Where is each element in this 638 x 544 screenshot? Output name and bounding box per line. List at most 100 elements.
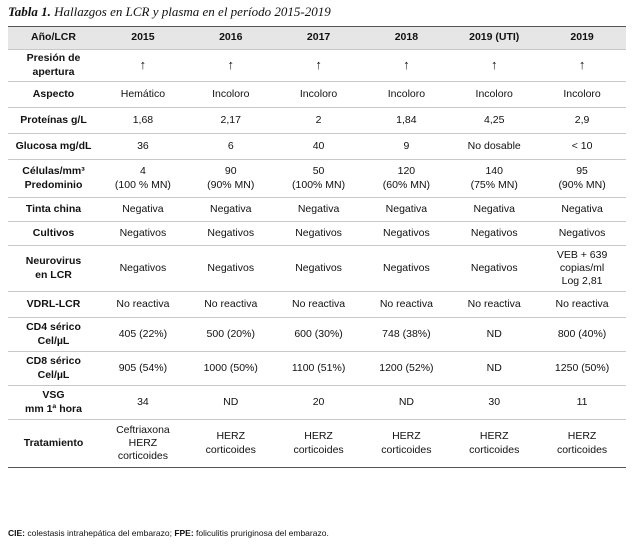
table-cell: 600 (30%) (275, 318, 363, 352)
table-row: Neurovirus en LCR Negativos Negativos Negati… (8, 245, 626, 292)
cell-line: 34 (137, 395, 149, 408)
cell-line: 1200 (52%) (379, 361, 434, 374)
table-cell: 800 (40%) (538, 318, 626, 352)
cell-line: HERZ (128, 436, 158, 449)
cell-line: 11 (576, 395, 588, 408)
cell-line: 2,17 (220, 113, 241, 126)
row-label-line: CD4 sérico (26, 321, 81, 334)
table-cell: Negativos (450, 222, 538, 246)
table-cell: 34 (99, 386, 187, 420)
arrow-up-icon: ↑ (315, 57, 322, 73)
table-cell: 1100 (51%) (275, 352, 363, 386)
cell-line: No reactiva (292, 297, 346, 310)
cell-line: Negativos (470, 261, 518, 274)
cell-line: Negativa (210, 202, 252, 215)
cell-line: Negativa (473, 202, 515, 215)
cell-line: Negativos (295, 226, 342, 239)
header-cell-year: 2017 (274, 26, 363, 50)
table-caption: Tabla 1. Hallazgos en LCR y plasma en el… (8, 4, 331, 20)
table-cell: Negativa (362, 198, 450, 222)
row-label-line: Cel/µL (37, 334, 70, 347)
table-cell: No reactiva (362, 292, 450, 318)
footnote-abbr-fpe: FPE: (174, 528, 194, 538)
cell-line: 140 (485, 165, 503, 178)
table-cell: Negativos (275, 222, 363, 246)
row-label-line: Tratamiento (23, 436, 84, 449)
cell-line: Negativos (558, 226, 606, 239)
cell-line: corticoides (205, 443, 256, 456)
cell-line: ND (398, 395, 414, 408)
table-cell: 9 (362, 134, 450, 160)
arrow-up-icon: ↑ (403, 57, 410, 73)
footnote-abbr-cie: CIE: (8, 528, 25, 538)
table-cell: 120 (60% MN) (362, 160, 450, 198)
table-cell: Negativos (275, 246, 363, 292)
cell-line: copias/ml (559, 261, 605, 274)
cell-line: Negativos (383, 226, 430, 239)
header-cell-year: 2015 (99, 26, 187, 50)
table-cell: Negativa (538, 198, 626, 222)
cell-line: ND (486, 327, 502, 340)
table-cell: No reactiva (450, 292, 538, 318)
cell-line: 30 (488, 395, 501, 408)
table-cell: 1,68 (99, 108, 187, 134)
cell-line: 1,84 (396, 113, 417, 126)
arrow-up-icon: ↑ (578, 57, 586, 73)
cell-line: (100% MN) (292, 178, 346, 191)
cell-line: (100 % MN) (114, 178, 171, 191)
table-caption-label: Tabla 1. (8, 4, 51, 19)
row-label-line: mm 1ª hora (25, 402, 82, 415)
table-cell: Incoloro (450, 82, 538, 108)
table-footnote: CIE: colestasis intrahepática del embara… (8, 528, 329, 538)
cell-line: 1250 (50%) (554, 361, 610, 374)
cell-line: Negativos (119, 226, 167, 239)
row-label-line: Cultivos (32, 226, 75, 239)
table-cell: 2 (275, 108, 363, 134)
cell-line: 95 (576, 165, 588, 178)
table-cell: No dosable (450, 134, 538, 160)
cell-line: HERZ (304, 430, 333, 443)
cell-line: No reactiva (555, 297, 609, 310)
footnote-text-cie: colestasis intrahepática del embarazo; (25, 528, 175, 538)
table-row: CD4 sérico Cel/µL 405 (22%) 500 (20%) 600 (3… (8, 317, 626, 352)
cell-line: 1,68 (132, 113, 154, 126)
row-label: CD8 sérico Cel/µL (8, 352, 99, 386)
cell-line: corticoides (556, 443, 608, 456)
cell-line: HERZ (392, 430, 421, 443)
cell-line: Incoloro (475, 87, 513, 100)
findings-table: Año/LCR 2015 2016 2017 2018 2019 (UTI) 2019 Pr… (8, 26, 626, 468)
cell-line: 905 (54%) (118, 361, 168, 374)
cell-line: corticoides (293, 443, 344, 456)
cell-line: Negativos (207, 226, 255, 239)
table-cell: Negativos (450, 246, 538, 292)
cell-line: corticoides (117, 450, 169, 463)
arrow-up-icon: ↑ (139, 57, 147, 73)
cell-line: 600 (30%) (294, 327, 343, 340)
row-label-line: Presión de (26, 52, 81, 65)
cell-line: 800 (40%) (557, 327, 607, 340)
row-label-line: CD8 sérico (26, 355, 81, 368)
table-cell: No reactiva (538, 292, 626, 318)
cell-line: 40 (312, 139, 325, 152)
table-cell: Incoloro (187, 82, 275, 108)
cell-line: corticoides (469, 443, 520, 456)
cell-line: Incoloro (299, 87, 338, 100)
cell-line: 9 (403, 139, 410, 152)
cell-line: corticoides (381, 443, 432, 456)
cell-line: Incoloro (563, 87, 601, 100)
cell-line: (75% MN) (470, 178, 518, 191)
row-label: Tratamiento (8, 420, 99, 468)
arrow-up-icon: ↑ (490, 57, 498, 73)
table-cell: ↑ (362, 50, 450, 82)
cell-line: Negativos (295, 261, 342, 274)
table-cell: No reactiva (99, 292, 187, 318)
table-cell: 30 (450, 386, 538, 420)
table-row: VDRL-LCR No reactiva No reactiva No reactiv… (8, 291, 626, 318)
cell-line: HERZ (479, 430, 509, 443)
row-label: Cultivos (8, 222, 99, 246)
table-cell: No reactiva (275, 292, 363, 318)
table-cell: Ceftriaxona HERZ corticoides (99, 420, 187, 468)
table-cell: 1250 (50%) (538, 352, 626, 386)
table-cell: HERZ corticoides (538, 420, 626, 468)
table-cell: Negativos (99, 246, 187, 292)
